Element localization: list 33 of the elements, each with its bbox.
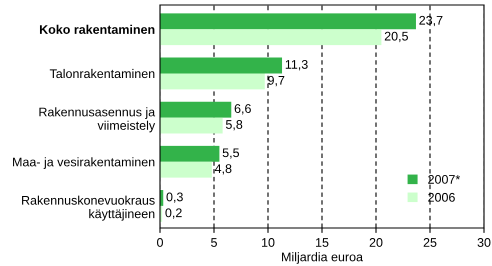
data-label: 11,3 (286, 60, 308, 70)
y-tick-label: Rakennuskonevuokraus käyttäjineen (22, 196, 155, 221)
legend-label: 2007* (428, 174, 460, 184)
y-tick-label: Talonrakentaminen (50, 68, 154, 78)
bar (160, 29, 382, 46)
bar (160, 58, 282, 74)
x-tick-label: 15 (316, 238, 328, 247)
x-tick-label: 25 (424, 238, 436, 247)
data-label: 23,7 (419, 16, 442, 26)
x-tick-label: 20 (370, 238, 382, 247)
data-label: 20,5 (384, 32, 408, 42)
data-label: 9,7 (268, 76, 284, 86)
data-label: 6,6 (234, 104, 251, 114)
x-tick-label: 30 (478, 238, 490, 247)
y-tick-label: Maa- ja vesirakentaminen (13, 157, 154, 169)
data-label: 4,8 (214, 164, 232, 175)
bar (160, 162, 212, 178)
y-tick-label: Koko rakentaminen (40, 24, 154, 34)
data-label: 0,3 (166, 192, 183, 203)
x-tick-label: 0 (157, 238, 163, 247)
bar (160, 118, 223, 134)
legend-label: 2006 (428, 192, 455, 202)
data-label: 5,5 (222, 148, 240, 159)
x-tick-label: 10 (262, 238, 274, 247)
x-tick-label: 5 (211, 238, 217, 247)
data-label: 5,8 (226, 120, 242, 130)
bar (160, 73, 265, 90)
bar (160, 146, 220, 162)
bar (160, 102, 232, 118)
data-label: 0,2 (165, 208, 182, 219)
y-tick-label: Rakennusasennus ja viimeistely (39, 107, 156, 132)
x-axis-title: Miljardia euroa (282, 252, 363, 264)
bar (160, 13, 416, 30)
